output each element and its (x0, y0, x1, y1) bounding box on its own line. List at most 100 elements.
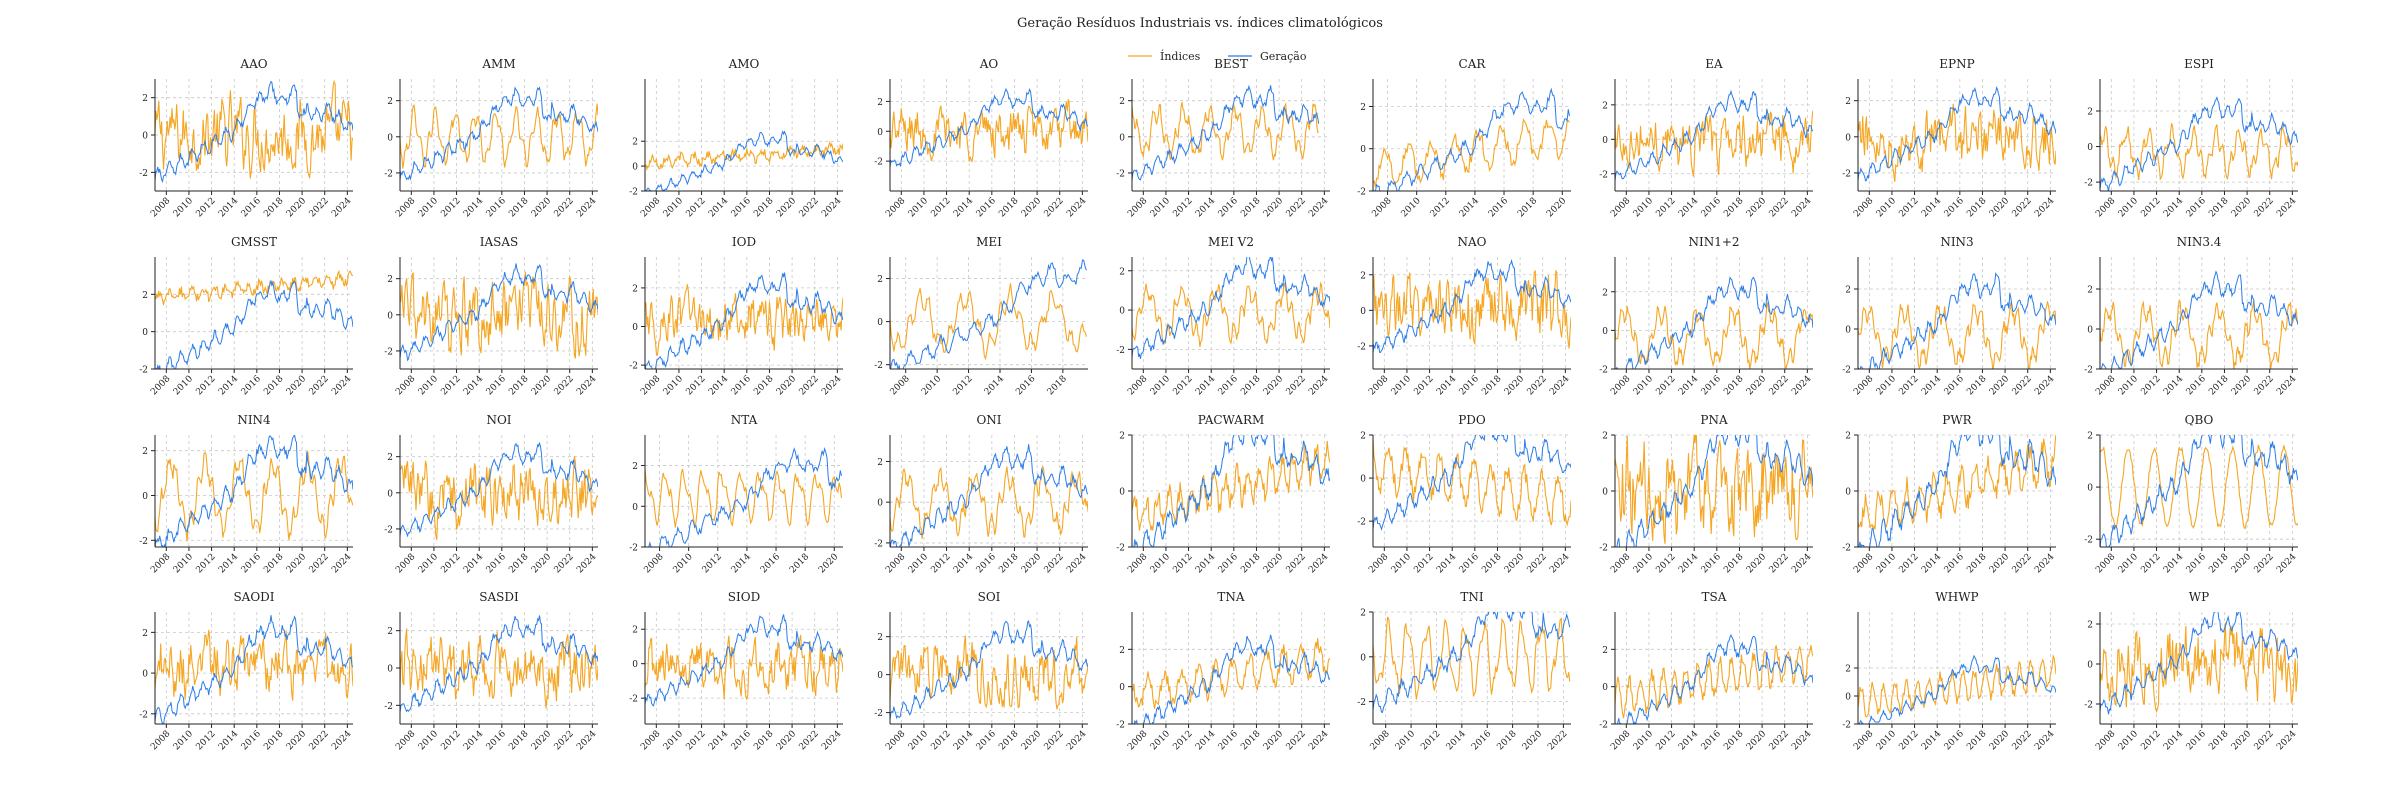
x-tick-label: 2010 (417, 196, 440, 219)
y-tick-label: -2 (139, 537, 148, 547)
y-tick-label: -2 (1357, 188, 1366, 198)
x-tick-label: 2022 (2011, 196, 2034, 219)
x-tick-label: 2014 (1920, 196, 1943, 219)
y-tick-label: -2 (1357, 518, 1366, 528)
x-tick-label: 2012 (1654, 552, 1677, 575)
x-tick-label: 2022 (553, 552, 576, 575)
y-tick-label: -2 (1599, 170, 1608, 180)
x-tick-label: 2012 (2139, 374, 2162, 397)
x-tick-label: 2014 (217, 552, 240, 575)
x-tick-label: 2014 (462, 196, 485, 219)
subplot-nin3: -2 0 2 2008 2010 2012 2014 2016 2018 2020 2022 2024… (1842, 235, 2056, 397)
x-tick-label: 2014 (952, 552, 975, 575)
x-tick-label: 2022 (1546, 729, 1569, 752)
x-tick-label: 2018 (507, 552, 530, 575)
y-tick-label: 0 (1845, 133, 1851, 143)
x-tick-label: 2018 (997, 552, 1020, 575)
x-tick-label: 2024 (2275, 374, 2298, 397)
x-tick-label: 2022 (798, 196, 821, 219)
x-tick-label: 2024 (1790, 729, 1813, 752)
x-tick-label: 2024 (1307, 729, 1330, 752)
x-tick-label: 2020 (1262, 552, 1285, 575)
x-tick-label: 2022 (1285, 552, 1308, 575)
x-tick-label: 2024 (1307, 552, 1330, 575)
subplot-title: NIN1+2 (1688, 235, 1739, 249)
x-tick-label: 2010 (417, 552, 440, 575)
y-tick-label: 0 (632, 163, 638, 173)
x-tick-label: 2008 (1852, 196, 1875, 219)
x-tick-label: 2022 (1526, 552, 1549, 575)
y-tick-label: -2 (874, 709, 883, 719)
x-tick-label: 2022 (1285, 374, 1308, 397)
y-tick-label: 0 (1360, 307, 1366, 317)
y-tick-label: -2 (2084, 536, 2093, 546)
x-tick-label: 2014 (462, 729, 485, 752)
x-tick-label: 2010 (1875, 552, 1898, 575)
x-tick-label: 2010 (672, 552, 695, 575)
x-tick-label: 2016 (1943, 374, 1966, 397)
series-line-geracao (1858, 654, 2056, 724)
subplot-title: QBO (2185, 413, 2214, 427)
y-tick-label: 2 (632, 284, 638, 294)
series-line-geracao (2100, 96, 2298, 191)
subplot-title: SASDI (479, 590, 519, 604)
series-line-geracao (645, 130, 843, 191)
x-tick-label: 2020 (1262, 374, 1285, 397)
x-tick-label: 2020 (1745, 196, 1768, 219)
y-tick-label: 2 (1602, 646, 1608, 656)
series-line-geracao (1373, 87, 1570, 191)
x-tick-label: 2018 (1965, 374, 1988, 397)
x-tick-label: 2016 (975, 552, 998, 575)
y-tick-label: -2 (139, 366, 148, 376)
x-tick-label: 2010 (907, 552, 930, 575)
y-tick-label: -2 (1116, 346, 1125, 356)
series-line-geracao (400, 263, 598, 362)
series-line-geracao (1132, 435, 1330, 547)
x-tick-label: 2024 (2275, 729, 2298, 752)
subplot-title: TSA (1702, 590, 1727, 604)
subplot-title: EPNP (1939, 57, 1974, 71)
y-tick-label: -2 (2084, 701, 2093, 711)
y-tick-label: 0 (387, 311, 393, 321)
x-tick-label: 2008 (1852, 374, 1875, 397)
y-tick-label: 0 (632, 323, 638, 333)
x-tick-label: 2016 (240, 374, 263, 397)
x-tick-label: 2014 (707, 196, 730, 219)
x-tick-label: 2022 (798, 729, 821, 752)
x-tick-label: 2014 (1194, 552, 1217, 575)
x-tick-label: 2024 (1790, 196, 1813, 219)
series-line-indices (890, 98, 1088, 163)
y-tick-label: 0 (632, 503, 638, 513)
y-tick-label: 2 (1602, 432, 1608, 442)
subplot-soi: -2 0 2 2008 2010 2012 2014 2016 2018 2020 2022 2024… (874, 590, 1088, 752)
series-line-geracao (1858, 435, 2056, 547)
x-tick-label: 2012 (439, 374, 462, 397)
x-tick-label: 2020 (1988, 374, 2011, 397)
x-tick-label: 2008 (149, 552, 172, 575)
x-tick-label: 2010 (1632, 729, 1655, 752)
x-tick-label: 2024 (330, 374, 353, 397)
x-tick-label: 2010 (417, 374, 440, 397)
y-tick-label: -2 (139, 710, 148, 720)
x-tick-label: 2008 (889, 374, 912, 397)
y-tick-label: 2 (142, 629, 148, 639)
subplot-tsa: -2 0 2 2008 2010 2012 2014 2016 2018 2020 2022 2024… (1599, 590, 1813, 752)
subplot-title: PDO (1458, 413, 1486, 427)
x-tick-label: 2010 (172, 374, 195, 397)
x-tick-label: 2010 (662, 374, 685, 397)
x-tick-label: 2020 (1503, 552, 1526, 575)
x-tick-label: 2010 (1149, 729, 1172, 752)
subplot-title: ONI (976, 413, 1001, 427)
subplot-iasas: -2 0 2 2008 2010 2012 2014 2016 2018 2020 2022 2024… (384, 235, 598, 397)
series-line-geracao (400, 442, 598, 538)
y-tick-label: 0 (1845, 488, 1851, 498)
x-tick-label: 2010 (1875, 374, 1898, 397)
x-tick-label: 2008 (1126, 552, 1149, 575)
x-tick-label: 2008 (1370, 196, 1393, 219)
x-tick-label: 2016 (1217, 729, 1240, 752)
x-tick-label: 2012 (1429, 196, 1452, 219)
y-tick-label: 2 (877, 98, 883, 108)
x-tick-label: 2020 (1521, 729, 1544, 752)
subplot-mei: -2 0 2 2008 2010 2012 2014 2016 2018 MEI (874, 235, 1088, 397)
